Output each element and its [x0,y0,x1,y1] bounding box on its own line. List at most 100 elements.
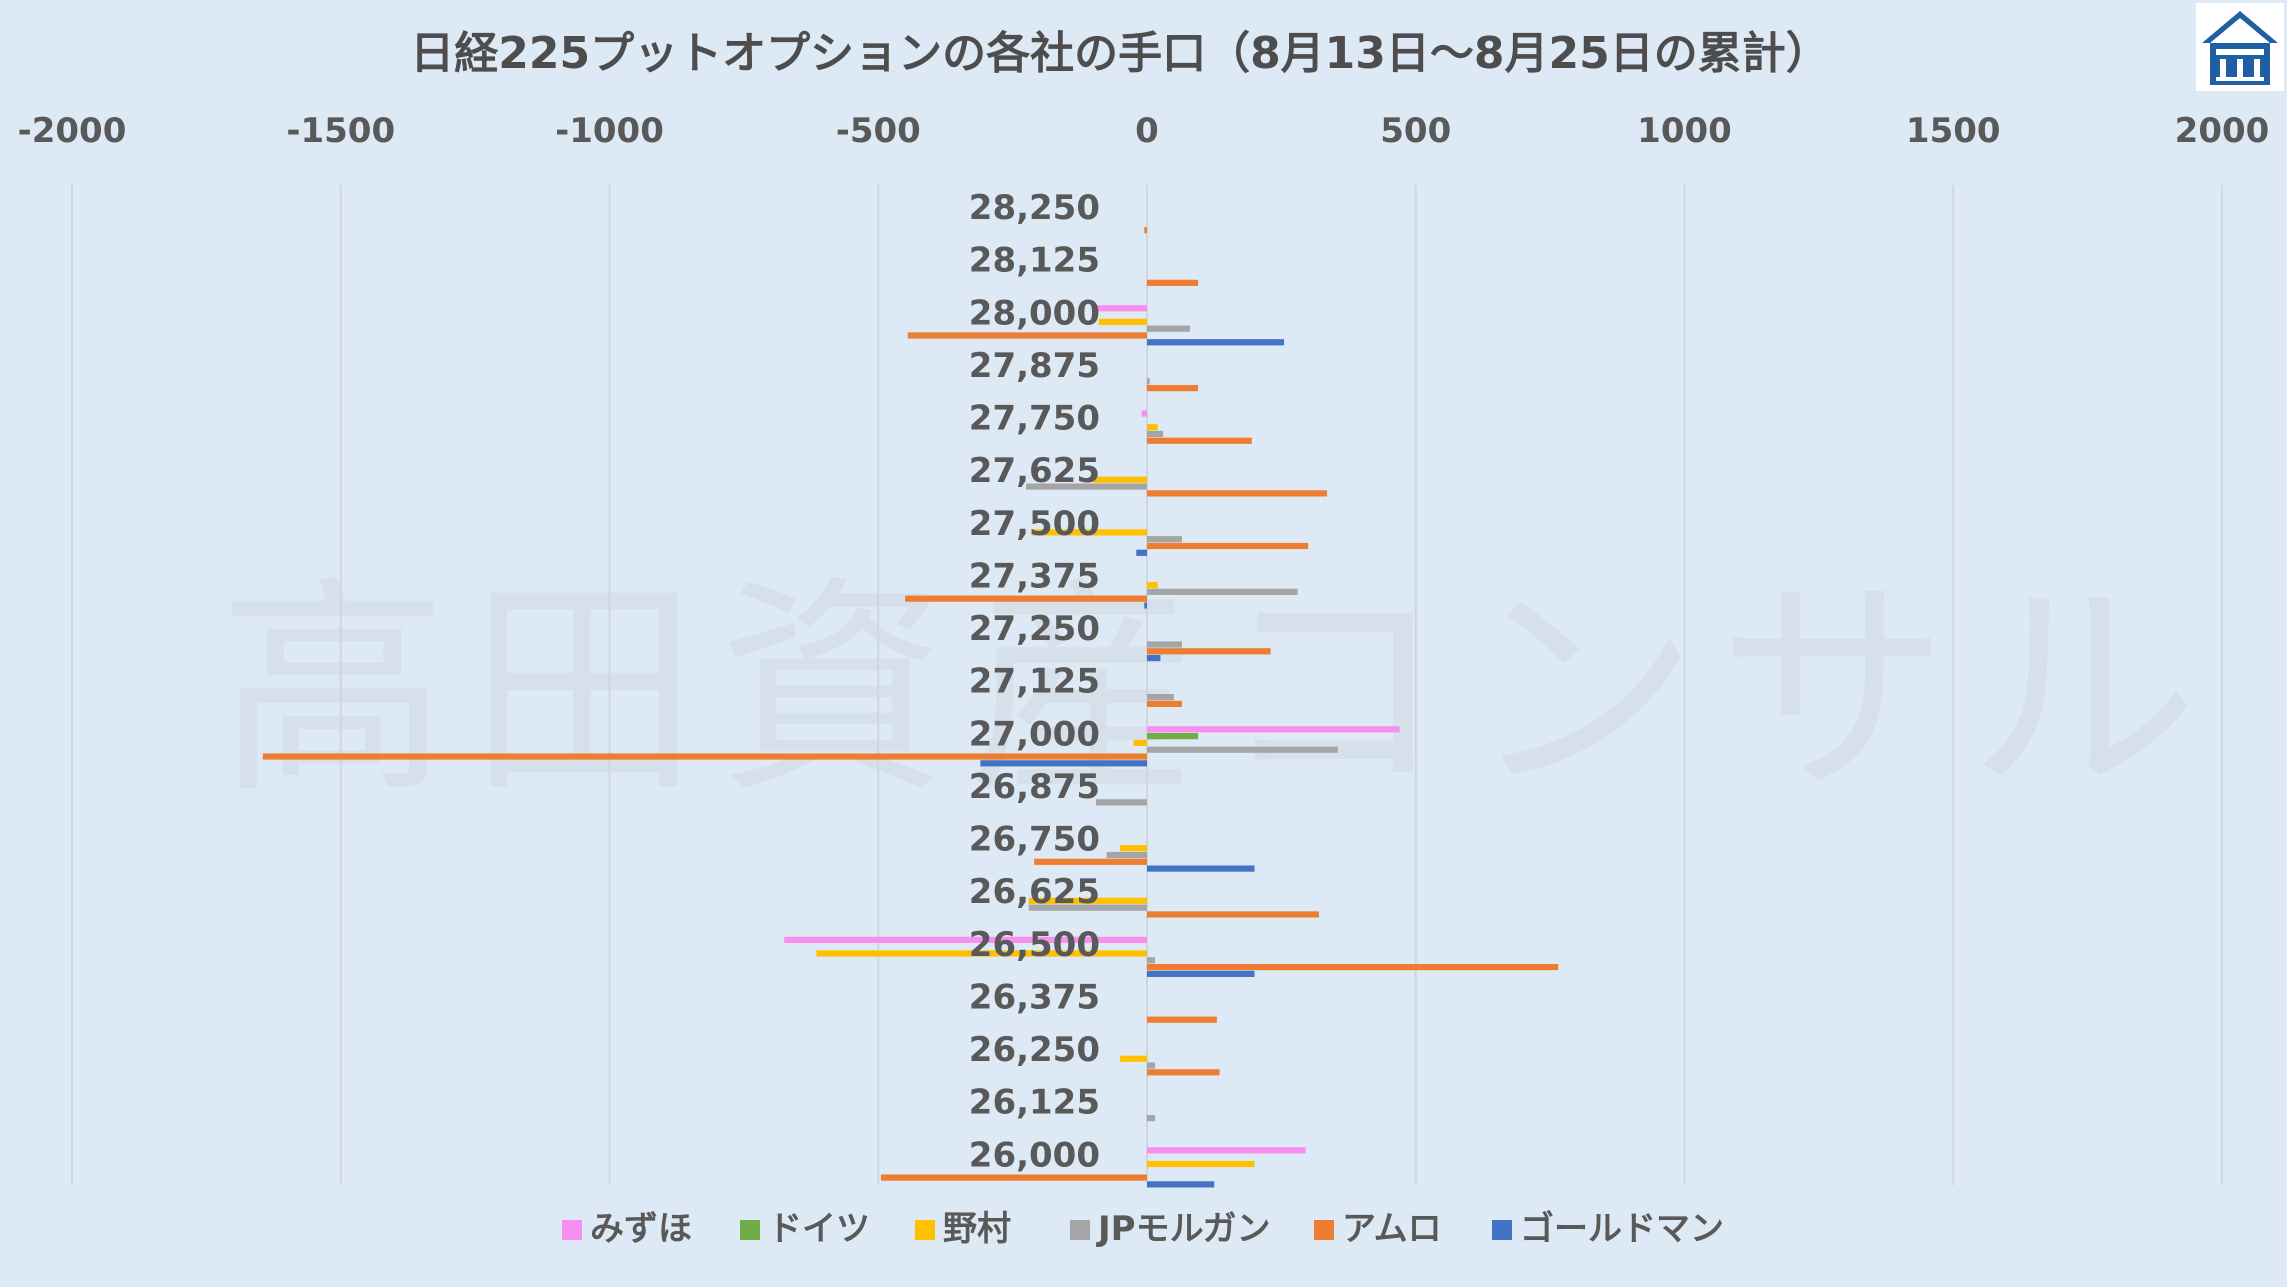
y-axis-ticks: 28,250 28,125 28,000 27,875 27,750 27,625 27,5… [969,188,1100,1175]
y-tick-label: 27,500 [969,504,1100,544]
y-tick-label: 26,875 [969,767,1100,807]
legend-swatch [562,1220,582,1240]
bar-ドイツ-27,000 [1147,733,1199,740]
x-tick-label: -1500 [286,111,395,151]
y-tick-label: 27,250 [969,609,1100,649]
y-tick-label: 28,125 [969,241,1100,281]
y-tick-label: 26,625 [969,872,1100,912]
y-tick-label: 26,375 [969,977,1100,1017]
bar-アムロ-26,250 [1147,1069,1220,1076]
bar-野村-26,000 [1147,1160,1255,1168]
y-tick-label: 26,500 [969,925,1100,965]
bar-みずほ-28,000 [1093,305,1147,312]
y-tick-label: 27,125 [969,662,1100,702]
bar-野村-27,000 [1133,739,1147,747]
x-tick-label: -500 [836,111,921,151]
x-tick-label: 500 [1380,111,1451,151]
legend-label: みずほ [590,1209,692,1249]
x-tick-label: 0 [1135,111,1159,151]
bar-野村-27,625 [1093,476,1147,483]
bar-みずほ-27,000 [1147,726,1400,733]
bar-JPモルガン-26,625 [1028,904,1147,911]
watermark-text: 高田資産コンサル [218,558,2218,825]
bars [262,227,1559,1188]
legend-label: JPモルガン [1096,1209,1271,1249]
y-tick-label: 27,625 [969,451,1100,491]
bar-アムロ-26,625 [1147,911,1319,918]
bar-JPモルガン-27,875 [1147,378,1150,385]
x-tick-label: 1000 [1637,111,1732,151]
bar-アムロ-26,375 [1147,1016,1217,1023]
chart-title: 日経225プットオプションの各社の手口（8月13日～8月25日の累計） [410,28,1830,79]
bar-ゴールドマン-27,250 [1147,654,1161,662]
x-axis-ticks: -2000 -1500 -1000 -500 0 500 1000 1500 2000 [18,111,2270,151]
legend-swatch [1070,1220,1090,1240]
bar-みずほ-26,500 [784,936,1147,943]
y-tick-label: 26,125 [969,1083,1100,1123]
y-tick-label: 27,875 [969,346,1100,386]
bar-アムロ-26,500 [1147,963,1559,971]
legend-swatch [740,1220,760,1240]
bar-アムロ-27,625 [1147,490,1328,497]
y-tick-label: 26,250 [969,1030,1100,1070]
bar-アムロ-27,250 [1147,648,1271,655]
legend-swatch [1492,1220,1512,1240]
y-tick-label: 27,750 [969,399,1100,439]
bar-アムロ-27,500 [1147,542,1309,550]
bar-アムロ-27,375 [905,595,1147,602]
y-tick-label: 27,000 [969,714,1100,754]
bar-アムロ-26,750 [1034,858,1147,865]
bar-ゴールドマン-27,375 [1144,602,1147,609]
bar-アムロ-27,875 [1147,385,1199,392]
bar-JPモルガン-26,125 [1147,1115,1156,1122]
bar-JPモルガン-26,250 [1147,1062,1156,1069]
bar-アムロ-28,000 [907,332,1147,339]
bar-野村-27,500 [1031,529,1147,536]
legend-label: ドイツ [768,1209,870,1249]
bar-ゴールドマン-26,500 [1147,970,1255,977]
bar-JPモルガン-26,875 [1095,799,1147,806]
legend-label: アムロ [1342,1209,1442,1249]
bar-アムロ-26,000 [880,1174,1147,1181]
bar-JPモルガン-27,250 [1147,641,1182,648]
bar-野村-27,750 [1147,424,1158,431]
bar-JPモルガン-27,375 [1147,588,1298,595]
gridlines [71,185,2223,1185]
x-tick-label: 1500 [1906,111,2001,151]
bar-アムロ-27,125 [1147,700,1182,707]
bar-JPモルガン-27,500 [1147,536,1182,543]
bar-アムロ-27,750 [1147,437,1252,444]
legend-label: 野村 [943,1209,1011,1249]
bar-JPモルガン-26,750 [1106,851,1147,859]
y-tick-label: 26,000 [969,1135,1100,1175]
y-tick-label: 28,250 [969,188,1100,228]
bar-JPモルガン-27,125 [1147,694,1174,701]
legend-swatch [1314,1220,1334,1240]
bar-ゴールドマン-27,500 [1136,549,1147,556]
bar-アムロ-28,125 [1147,279,1199,286]
legend-swatch [915,1220,935,1240]
bar-野村-26,250 [1120,1055,1147,1062]
bar-野村-26,500 [816,950,1147,957]
bar-野村-27,375 [1147,581,1158,589]
legend-label: ゴールドマン [1520,1209,1724,1249]
x-tick-label: 2000 [2175,111,2270,151]
bar-JPモルガン-27,000 [1147,746,1338,753]
bar-野村-28,000 [1098,318,1147,325]
y-tick-label: 26,750 [969,820,1100,860]
bar-みずほ-26,000 [1147,1147,1306,1154]
bar-JPモルガン-27,750 [1147,430,1164,438]
bar-ゴールドマン-27,000 [980,760,1147,767]
bar-アムロ-27,000 [262,753,1147,760]
legend: みずほ ドイツ 野村 JPモルガン アムロ ゴールドマン [562,1209,1724,1249]
bar-JPモルガン-26,500 [1147,957,1156,964]
bar-みずほ-27,750 [1141,410,1147,417]
bar-野村-26,750 [1120,845,1147,852]
bar-ゴールドマン-26,000 [1147,1181,1215,1188]
bar-JPモルガン-27,625 [1026,483,1147,490]
bar-野村-26,625 [1028,897,1147,904]
bar-アムロ-28,250 [1144,227,1147,234]
building-logo-icon [2196,3,2284,91]
